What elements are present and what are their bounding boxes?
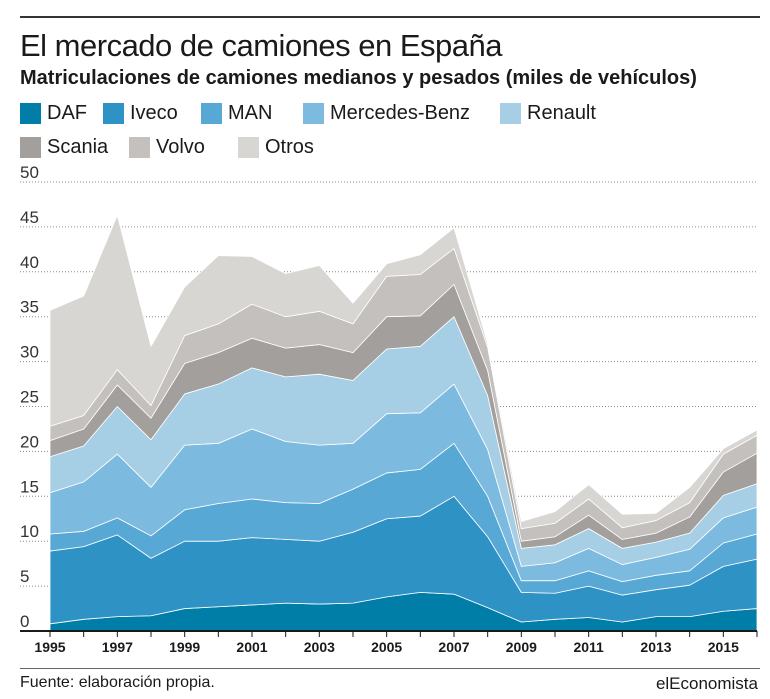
y-tick-label-35: 35: [20, 298, 39, 317]
legend-swatch-volvo: [129, 137, 150, 158]
legend-label-otros: Otros: [265, 136, 314, 158]
legend-item-mercedes-benz: Mercedes-Benz: [303, 102, 470, 125]
legend-swatch-otros: [238, 137, 259, 158]
x-tick-label-2009: 2009: [506, 639, 537, 655]
brand-logo: elEconomista: [655, 674, 758, 693]
area-series-otros: [49, 214, 758, 530]
legend-item-renault: Renault: [500, 102, 596, 125]
y-tick-label-15: 15: [20, 477, 39, 496]
x-tick-label-2003: 2003: [304, 639, 335, 655]
x-tick-label-1999: 1999: [169, 639, 200, 655]
x-tick-label-2005: 2005: [371, 639, 402, 655]
legend-swatch-renault: [500, 103, 521, 124]
area-series-group: [49, 214, 758, 632]
legend-swatch-scania: [20, 137, 41, 158]
x-tick-label-2001: 2001: [236, 639, 267, 655]
x-tick-label-2013: 2013: [640, 639, 671, 655]
x-tick-label-2015: 2015: [708, 639, 739, 655]
legend-swatch-iveco: [103, 103, 124, 124]
y-tick-label-50: 50: [20, 163, 39, 182]
source-note: Fuente: elaboración propia.: [20, 674, 215, 691]
legend-label-renault: Renault: [527, 102, 596, 124]
x-tick-label-2011: 2011: [573, 639, 604, 655]
legend-item-man: MAN: [201, 102, 272, 125]
x-tick-label-2007: 2007: [438, 639, 469, 655]
y-tick-label-0: 0: [20, 612, 29, 631]
legend-label-daf: DAF: [47, 102, 87, 124]
legend-label-scania: Scania: [47, 136, 109, 158]
y-tick-label-25: 25: [20, 388, 39, 407]
y-tick-label-30: 30: [20, 343, 39, 362]
y-tick-label-40: 40: [20, 253, 39, 272]
y-tick-label-45: 45: [20, 208, 39, 227]
top-rule: [20, 16, 760, 18]
y-tick-label-20: 20: [20, 432, 39, 451]
x-tick-label-1997: 1997: [102, 639, 133, 655]
chart-title: El mercado de camiones en España: [20, 28, 503, 63]
footer-rule: [20, 668, 760, 669]
legend-label-man: MAN: [228, 102, 273, 124]
legend-swatch-mercedes-benz: [303, 103, 324, 124]
y-tick-label-5: 5: [20, 567, 29, 586]
legend-label-volvo: Volvo: [156, 136, 205, 158]
legend-item-scania: Scania: [20, 136, 108, 159]
legend-item-volvo: Volvo: [129, 136, 205, 159]
axes: 0 5 10 15 20 25 30 35 40 45 50 1995 1997 1999 2001 2003…: [20, 163, 758, 655]
legend-label-iveco: Iveco: [130, 102, 178, 124]
legend-item-iveco: Iveco: [103, 102, 178, 125]
legend-swatch-man: [201, 103, 222, 124]
y-tick-label-10: 10: [20, 522, 39, 541]
legend-item-daf: DAF: [20, 102, 87, 125]
legend-item-otros: Otros: [238, 136, 314, 159]
legend-label-mercedes-benz: Mercedes-Benz: [330, 102, 471, 124]
x-tick-label-1995: 1995: [34, 639, 65, 655]
legend-swatch-daf: [20, 103, 41, 124]
chart-subtitle: Matriculaciones de camiones medianos y p…: [20, 67, 697, 89]
